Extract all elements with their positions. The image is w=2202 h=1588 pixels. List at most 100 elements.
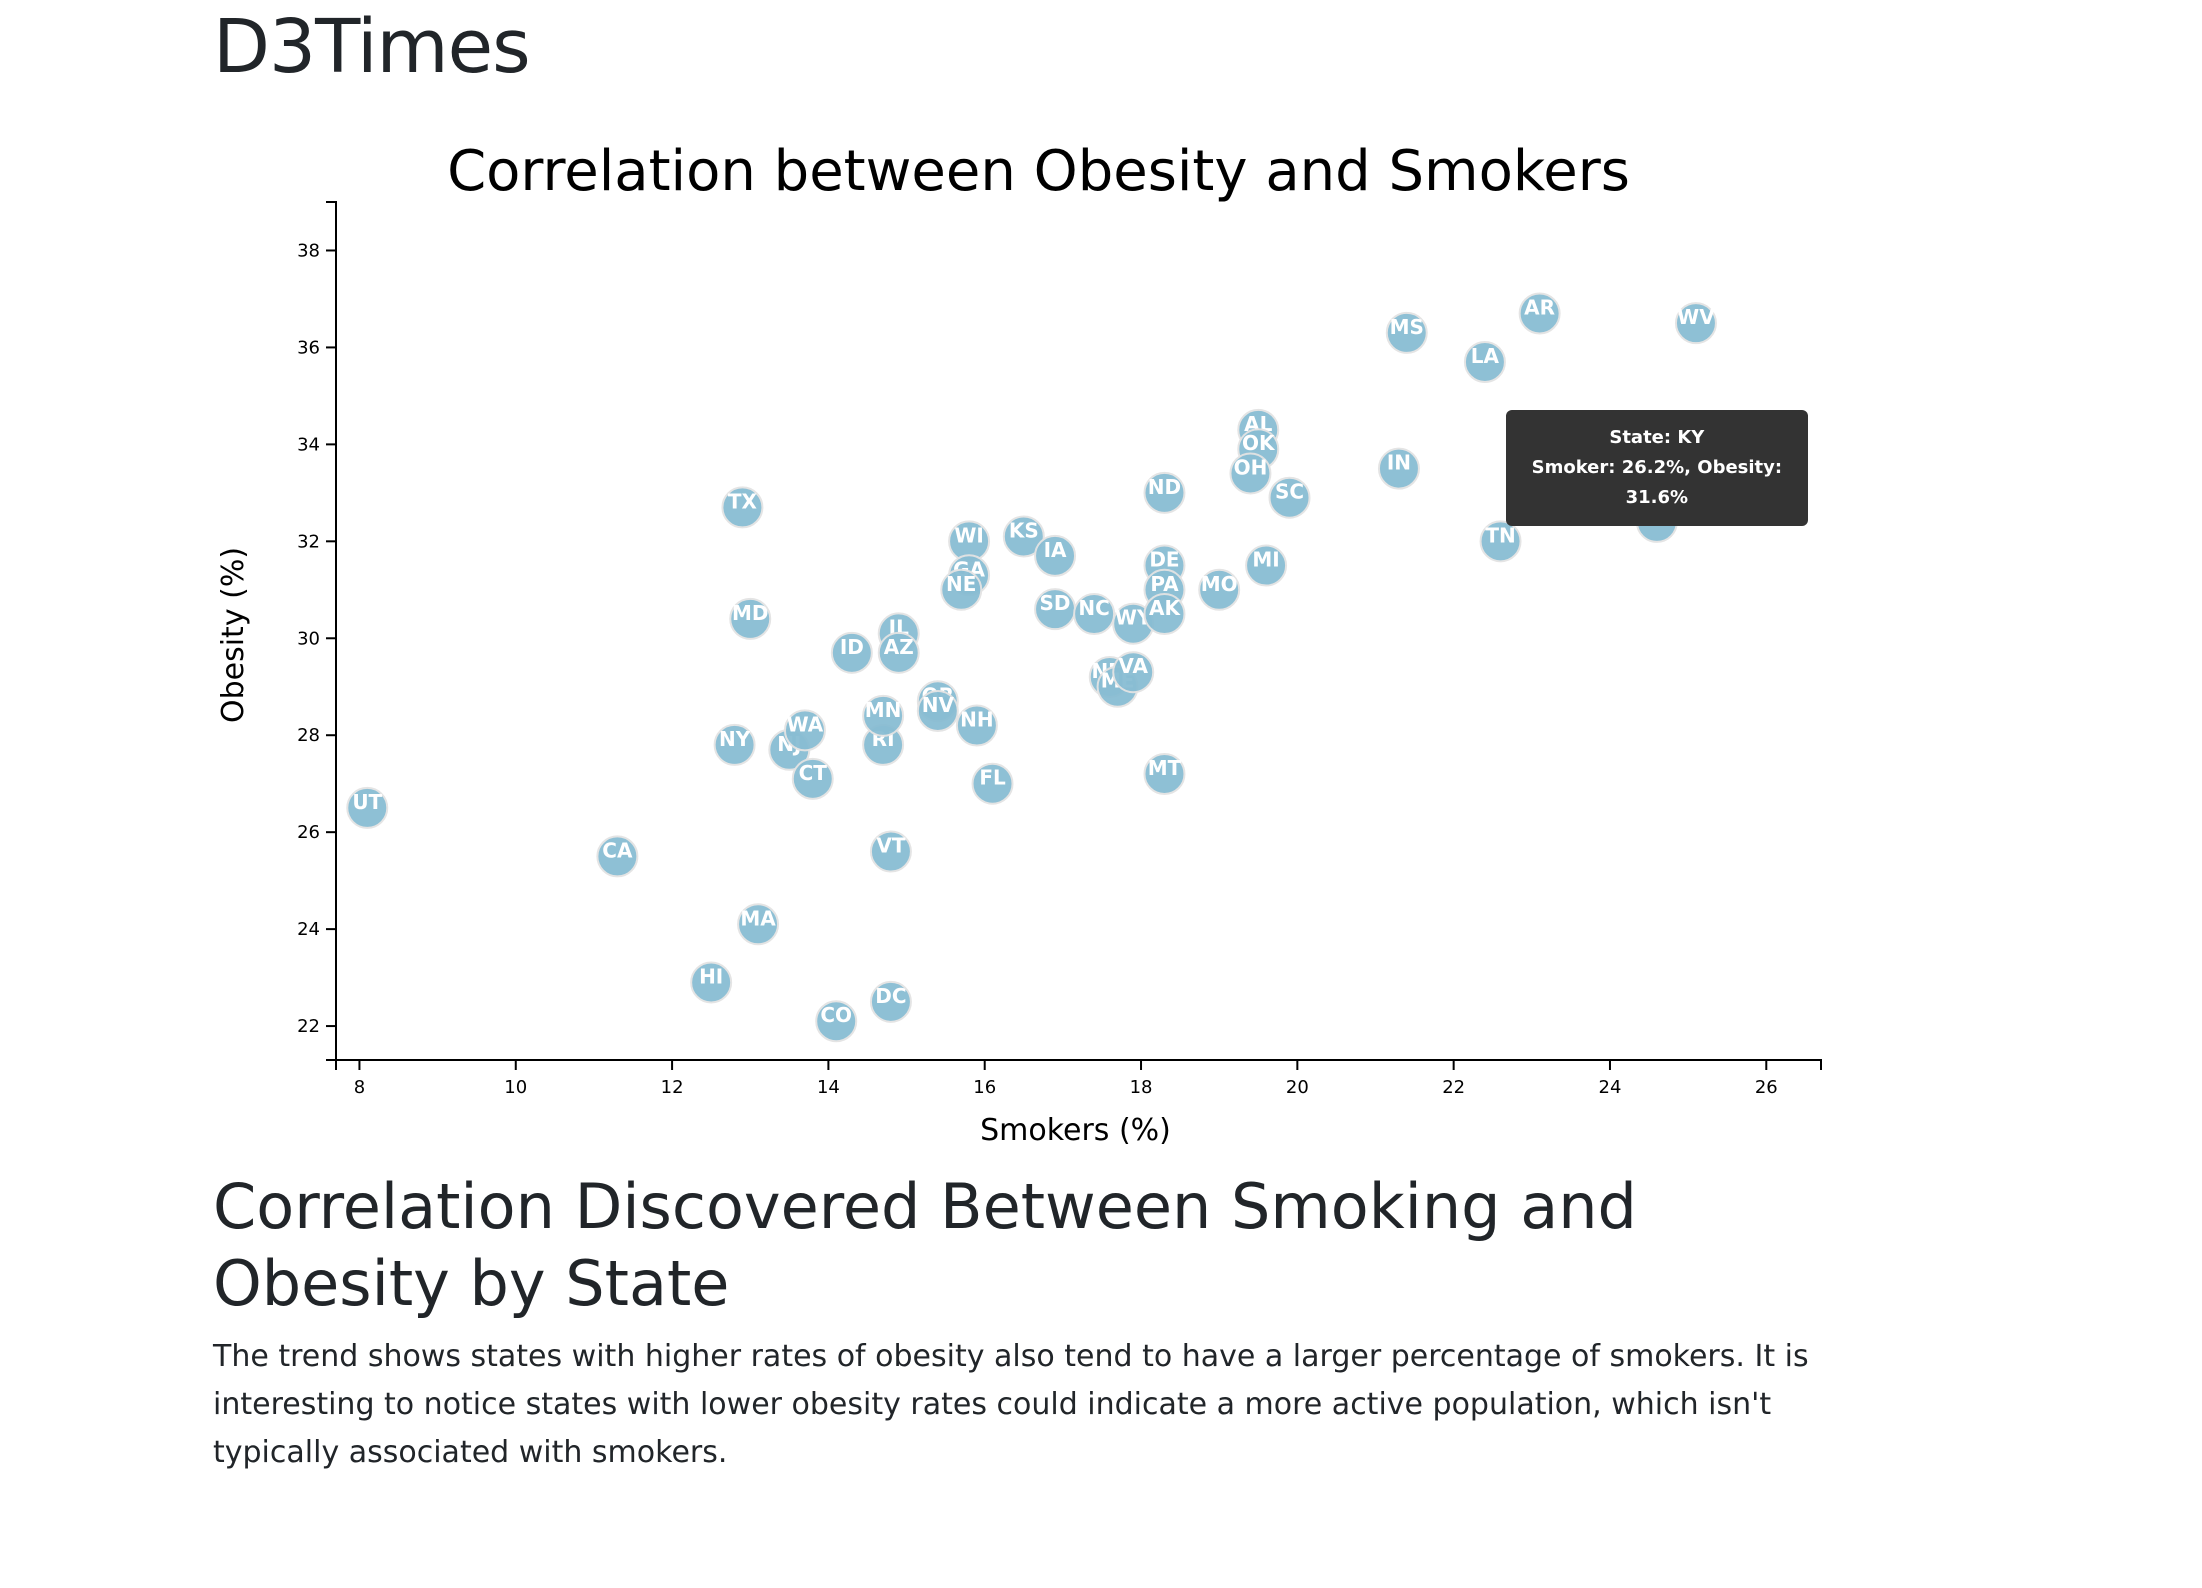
y-tick-label: 34 [297,434,320,455]
y-tick-label: 32 [297,531,320,552]
state-marker[interactable] [869,980,912,1023]
state-marker[interactable] [862,694,905,737]
state-label: UT [352,790,382,814]
state-marker[interactable] [1034,534,1077,577]
state-marker[interactable] [1245,544,1288,587]
state-label: CO [820,1003,852,1027]
state-label: PA [1150,572,1179,596]
state-marker[interactable] [690,961,733,1004]
state-label: VA [1118,654,1148,678]
state-label: NH [960,708,993,732]
x-tick-label: 24 [1599,1077,1622,1098]
tooltip-state: State: KY [1609,426,1705,448]
state-marker[interactable] [815,1000,858,1043]
x-tick-label: 14 [817,1077,840,1098]
state-marker[interactable] [783,709,826,752]
x-tick-label: 22 [1442,1077,1465,1098]
state-marker[interactable] [713,723,756,766]
state-marker[interactable] [955,704,998,747]
state-marker[interactable] [940,568,983,611]
state-marker[interactable] [346,786,389,829]
state-label: KS [1009,518,1039,542]
state-label: HI [699,964,723,988]
state-label: IN [1387,451,1411,475]
state-label: NE [946,572,976,596]
y-tick-label: 38 [297,240,320,261]
state-label: CT [799,761,828,785]
state-marker[interactable] [1143,471,1186,514]
state-label: MI [1252,548,1279,572]
tooltip: State: KY Smoker: 26.2%, Obesity: 31.6% [1505,409,1808,526]
article-heading: Correlation Discovered Between Smoking a… [213,1170,1637,1320]
state-label: NY [719,727,751,751]
state-label: MN [865,698,902,722]
state-marker[interactable] [916,689,959,732]
state-marker[interactable] [1674,302,1717,345]
state-label: TX [728,489,758,513]
state-label: LA [1471,344,1500,368]
state-marker[interactable] [1463,340,1506,383]
state-marker[interactable] [596,835,639,878]
state-marker[interactable] [737,903,780,946]
y-axis-line [326,201,337,1061]
state-label: WV [1677,305,1715,329]
x-tick-label: 12 [661,1077,684,1098]
state-label: SD [1040,591,1071,615]
state-marker[interactable] [1518,292,1561,335]
state-marker[interactable] [1112,651,1155,694]
state-label: AZ [884,635,914,659]
y-tick-label: 30 [297,628,320,649]
state-marker[interactable] [1268,476,1311,519]
state-marker[interactable] [1002,515,1045,558]
state-marker[interactable] [869,830,912,873]
state-label: SC [1275,480,1304,504]
state-label: MD [732,601,769,625]
state-marker[interactable] [1377,447,1420,490]
state-marker[interactable] [1073,593,1116,636]
state-marker[interactable] [877,631,920,674]
x-tick-label: 26 [1755,1077,1778,1098]
state-marker[interactable] [721,486,764,529]
tooltip-values: Smoker: 26.2%, Obesity: 31.6% [1531,456,1783,508]
state-label: DC [875,984,906,1008]
site-title: D3Times [213,4,531,90]
state-label: OH [1234,455,1268,479]
scatter-chart: Correlation between Obesity and Smokers 8… [213,139,1853,1148]
y-tick-label: 36 [297,337,320,358]
x-tick-label: 16 [973,1077,996,1098]
x-tick-label: 20 [1286,1077,1309,1098]
x-tick-label: 8 [354,1077,365,1098]
y-tick-label: 28 [297,725,320,746]
state-label: CA [602,838,633,862]
y-tick-label: 22 [297,1016,320,1037]
state-marker[interactable] [1479,520,1522,563]
y-axis-label: Obesity (%) [216,547,251,723]
state-label: WA [787,712,824,736]
state-label: ID [840,635,864,659]
y-tick-label: 24 [297,919,320,940]
state-label: IA [1044,538,1067,562]
state-label: ND [1148,475,1181,499]
state-marker[interactable] [729,597,772,640]
state-marker[interactable] [791,757,834,800]
state-marker[interactable] [971,762,1014,805]
state-label: TN [1485,523,1515,547]
state-label: DE [1149,548,1179,572]
state-marker[interactable] [1143,593,1186,636]
state-marker[interactable] [1198,568,1241,611]
x-axis-line [335,1059,1822,1070]
state-marker[interactable] [1385,311,1428,354]
state-label: OK [1242,431,1276,455]
state-marker[interactable] [1229,452,1272,495]
state-label: MA [740,906,776,930]
state-label: MT [1148,756,1182,780]
state-label: FL [979,766,1006,790]
y-tick-label: 26 [297,822,320,843]
state-label: VT [876,834,905,858]
state-marker[interactable] [1143,753,1186,795]
state-marker[interactable] [830,631,873,674]
x-axis-label: Smokers (%) [980,1113,1171,1148]
state-label: AK [1149,596,1181,620]
x-tick-label: 10 [504,1077,527,1098]
chart-title: Correlation between Obesity and Smokers [447,139,1630,204]
